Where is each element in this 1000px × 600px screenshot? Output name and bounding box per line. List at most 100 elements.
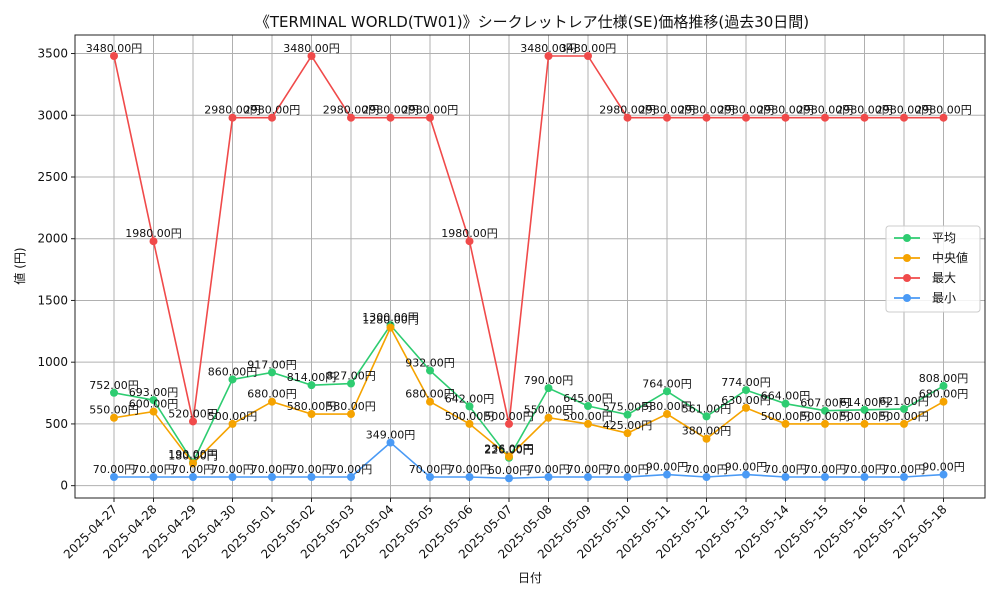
data-label-median: 500.00円 [208, 410, 258, 423]
data-point-min [110, 473, 118, 482]
data-point-median [781, 419, 790, 428]
data-point-min [584, 473, 592, 482]
data-label-max: 2980.00円 [402, 104, 459, 117]
legend-label-average: 平均 [932, 231, 956, 245]
data-label-average: 642.00円 [445, 392, 495, 405]
data-label-max: 2980.00円 [678, 104, 735, 117]
data-point-median [149, 407, 158, 416]
y-axis: 0 500 1000 1500 2000 2500 3000 3500 [37, 47, 75, 493]
y-tick-label: 1500 [37, 293, 68, 307]
data-point-median [189, 459, 197, 468]
data-point-average [544, 384, 553, 393]
data-point-min [702, 473, 711, 482]
data-label-average: 645.00円 [563, 392, 613, 405]
data-point-median [584, 419, 592, 428]
data-label-max: 1980.00円 [125, 227, 182, 240]
data-label-max: 1980.00円 [441, 227, 498, 240]
data-label-max: 2980.00円 [836, 104, 893, 117]
y-tick-label: 1000 [37, 355, 68, 369]
data-point-max [702, 113, 711, 122]
data-point-median [663, 410, 671, 419]
data-label-average: 693.00円 [129, 386, 179, 399]
data-label-average: 917.00円 [247, 358, 297, 371]
data-label-average: 764.00円 [642, 377, 692, 390]
data-label-median: 500.00円 [563, 410, 613, 423]
data-label-average: 808.00円 [919, 372, 969, 385]
data-label-median: 500.00円 [800, 410, 850, 423]
data-point-min [860, 473, 869, 482]
data-label-median: 600.00円 [129, 398, 179, 411]
data-label-average: 561.00円 [682, 402, 732, 415]
data-point-median [268, 397, 276, 406]
data-point-average [939, 381, 948, 390]
data-label-min: 70.00円 [883, 463, 926, 476]
data-point-median [860, 419, 869, 428]
data-point-min [426, 473, 434, 482]
data-point-min [268, 473, 276, 482]
data-point-average [347, 379, 355, 388]
data-label-average: 607.00円 [800, 397, 850, 410]
legend-marker-min [903, 294, 911, 302]
data-point-max [900, 113, 908, 122]
data-label-max: 2980.00円 [797, 104, 854, 117]
data-label-min: 90.00円 [725, 461, 768, 474]
plot-frame [74, 34, 986, 499]
data-point-min [742, 470, 750, 479]
data-label-median: 236.00円 [484, 443, 534, 456]
data-point-min [228, 473, 237, 482]
data-label-max: 520.00円 [168, 407, 218, 420]
data-point-max [505, 419, 513, 428]
data-point-median [228, 419, 237, 428]
data-point-max [742, 113, 750, 122]
data-point-average [426, 366, 434, 375]
data-point-average [663, 387, 671, 396]
data-label-max: 2980.00円 [876, 104, 933, 117]
data-point-max [228, 113, 237, 122]
series-line-median [113, 325, 944, 465]
data-point-median [465, 419, 474, 428]
data-point-min [149, 473, 158, 482]
y-tick-label: 3500 [37, 47, 68, 61]
data-label-median: 500.00円 [761, 410, 811, 423]
data-label-max: 2980.00円 [323, 104, 380, 117]
data-label-median: 500.00円 [879, 410, 929, 423]
data-label-median: 380.00円 [682, 425, 732, 438]
series-line-min [114, 441, 944, 480]
data-label-max: 2980.00円 [362, 104, 419, 117]
data-point-max [189, 417, 197, 426]
data-point-min [939, 470, 948, 479]
data-point-max [584, 51, 592, 60]
data-label-min: 70.00円 [93, 463, 136, 476]
data-label-min: 70.00円 [804, 463, 847, 476]
data-label-min: 70.00円 [251, 463, 294, 476]
data-label-max: 500.00円 [484, 410, 534, 423]
data-point-min [189, 473, 197, 482]
data-point-min [544, 473, 553, 482]
data-label-average: 814.00円 [287, 371, 337, 384]
data-label-min: 70.00円 [567, 463, 610, 476]
data-label-max: 2980.00円 [639, 104, 696, 117]
data-label-median: 1280.00円 [362, 314, 419, 327]
data-point-min [465, 473, 474, 482]
data-point-max [860, 113, 869, 122]
series-median [110, 323, 948, 468]
data-point-average [307, 381, 316, 390]
data-label-median: 550.00円 [89, 404, 139, 417]
legend-box [885, 225, 981, 313]
data-point-average [781, 399, 790, 408]
data-label-median: 630.00円 [721, 394, 771, 407]
data-label-median: 680.00円 [405, 388, 455, 401]
data-label-average: 190.00円 [168, 448, 218, 461]
data-point-median [939, 397, 948, 406]
data-point-max [939, 113, 948, 122]
data-label-max: 2980.00円 [915, 104, 972, 117]
data-label-median: 500.00円 [840, 410, 890, 423]
data-point-average [821, 406, 829, 415]
data-label-min: 70.00円 [448, 463, 491, 476]
data-point-min [663, 470, 671, 479]
x-axis-label: 日付 [518, 571, 542, 585]
data-point-median [386, 323, 395, 332]
data-label-min: 90.00円 [922, 461, 965, 474]
data-label-max: 2980.00円 [204, 104, 261, 117]
